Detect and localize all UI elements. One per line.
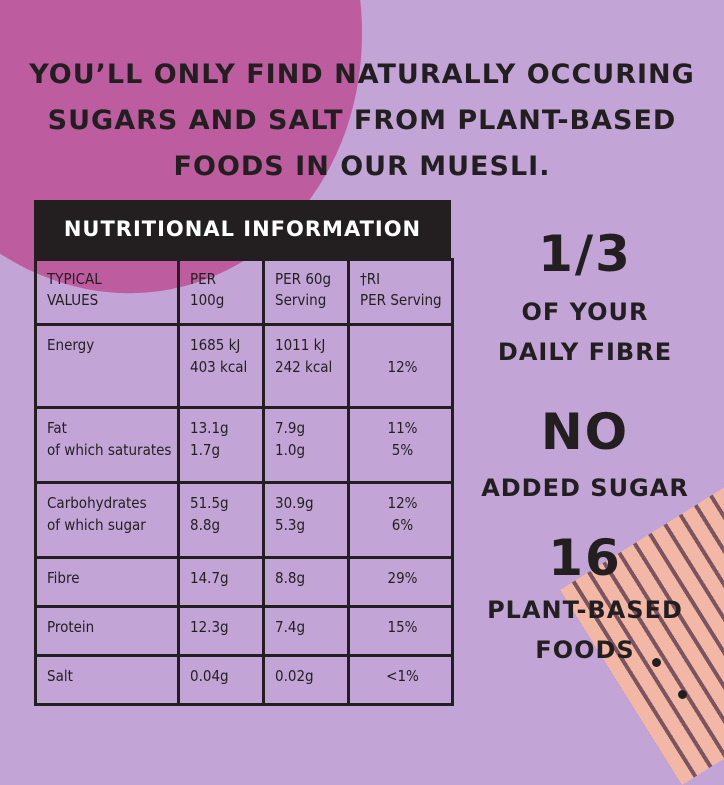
value-per-serving: 30.9g 5.3g	[262, 481, 350, 559]
row-label: Carbohydrates of which sugar	[34, 481, 180, 559]
nutrition-panel: NUTRITIONAL INFORMATION TYPICAL VALUES PE…	[34, 200, 454, 706]
header-typical-values: TYPICAL VALUES	[34, 258, 180, 326]
fibre-caption: DAILY FIBRE	[497, 338, 673, 366]
row-label: Salt	[34, 654, 180, 706]
sugar-highlight: NO ADDED SUGAR	[480, 404, 690, 508]
dot-decoration	[652, 658, 661, 667]
fibre-fraction: 1/3	[538, 225, 632, 283]
table-row: Salt 0.04g 0.02g <1%	[34, 654, 454, 706]
table-row: Carbohydrates of which sugar 51.5g 8.8g 30…	[34, 481, 454, 559]
value-ri: 12%	[347, 323, 454, 409]
nutrition-title: NUTRITIONAL INFORMATION	[34, 200, 451, 258]
headline-line: YOU’LL ONLY FIND NATURALLY OCCURING	[29, 59, 695, 90]
value-ri: <1%	[347, 654, 454, 706]
headline: YOU’LL ONLY FIND NATURALLY OCCURING SUGA…	[0, 52, 724, 190]
nutrition-table: TYPICAL VALUES PER 100g PER 60g Serving †RI…	[34, 258, 454, 706]
value-per-100g: 1685 kJ 403 kcal	[177, 323, 265, 409]
value-ri: 11% 5%	[347, 406, 454, 484]
value-per-serving: 0.02g	[262, 654, 350, 706]
value-per-serving: 1011 kJ 242 kcal	[262, 323, 350, 409]
dot-decoration	[678, 690, 687, 699]
table-row: Fat of which saturates 13.1g 1.7g 7.9g 1.0g…	[34, 406, 454, 484]
fibre-caption: OF YOUR	[521, 298, 649, 326]
table-header-row: TYPICAL VALUES PER 100g PER 60g Serving †RI…	[34, 258, 454, 326]
value-per-100g: 14.7g	[177, 556, 265, 608]
sugar-headline: NO	[540, 403, 630, 461]
foods-caption: PLANT-BASED	[487, 596, 683, 624]
header-ri: †RI PER Serving	[347, 258, 454, 326]
value-per-100g: 13.1g 1.7g	[177, 406, 265, 484]
value-per-serving: 7.4g	[262, 605, 350, 657]
value-per-100g: 0.04g	[177, 654, 265, 706]
value-per-100g: 12.3g	[177, 605, 265, 657]
row-label: Fibre	[34, 556, 180, 608]
headline-line: FOODS IN OUR MUESLI.	[173, 151, 551, 182]
table-row: Energy 1685 kJ 403 kcal 1011 kJ 242 kcal 1…	[34, 323, 454, 409]
value-ri: 15%	[347, 605, 454, 657]
foods-count: 16	[548, 529, 622, 587]
header-per-100g: PER 100g	[177, 258, 265, 326]
header-per-serving: PER 60g Serving	[262, 258, 350, 326]
value-ri: 12% 6%	[347, 481, 454, 559]
value-per-serving: 7.9g 1.0g	[262, 406, 350, 484]
row-label: Energy	[34, 323, 180, 409]
table-row: Fibre 14.7g 8.8g 29%	[34, 556, 454, 608]
foods-highlight: 16 PLANT-BASED FOODS	[480, 530, 690, 670]
row-label: Protein	[34, 605, 180, 657]
value-per-serving: 8.8g	[262, 556, 350, 608]
fibre-highlight: 1/3 OF YOUR DAILY FIBRE	[480, 226, 690, 372]
row-label: Fat of which saturates	[34, 406, 180, 484]
sugar-caption: ADDED SUGAR	[481, 474, 689, 502]
headline-line: SUGARS AND SALT FROM PLANT-BASED	[47, 105, 677, 136]
value-per-100g: 51.5g 8.8g	[177, 481, 265, 559]
table-row: Protein 12.3g 7.4g 15%	[34, 605, 454, 657]
foods-caption: FOODS	[535, 636, 635, 664]
value-ri: 29%	[347, 556, 454, 608]
